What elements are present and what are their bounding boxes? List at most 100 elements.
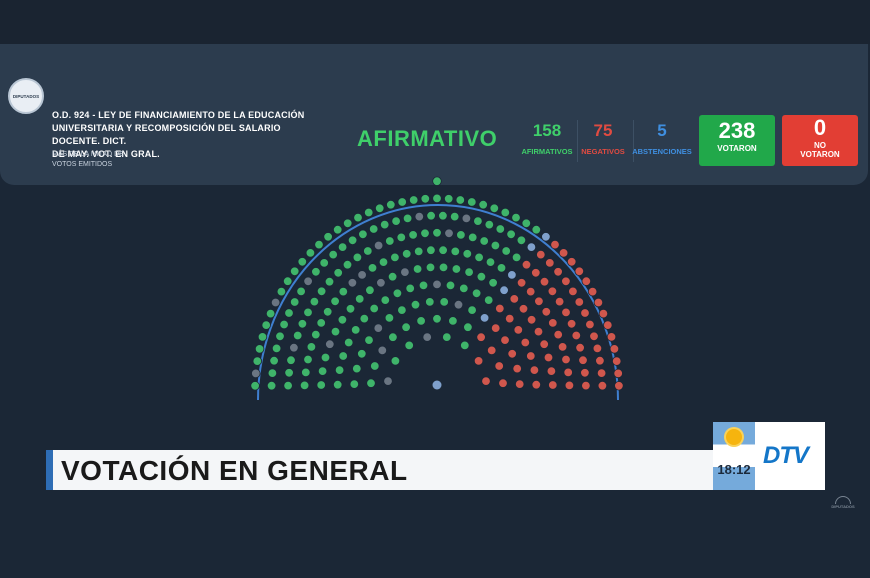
seat-afirmativo bbox=[303, 307, 313, 318]
seat-afirmativo bbox=[316, 318, 326, 328]
seat-negativo bbox=[581, 380, 591, 391]
seat-negativo bbox=[553, 329, 563, 340]
seat-negativo bbox=[487, 345, 497, 356]
seat-afirmativo bbox=[330, 296, 340, 307]
seat-afirmativo bbox=[267, 368, 278, 378]
seat-afirmativo bbox=[323, 307, 333, 317]
seat-negativo bbox=[614, 381, 624, 391]
seat-negativo bbox=[558, 248, 569, 258]
seat-afirmativo bbox=[271, 343, 282, 354]
seat-afirmativo bbox=[328, 249, 338, 260]
diputados-logo: DIPUTADOS bbox=[8, 78, 44, 114]
logo-text: DIPUTADOS bbox=[12, 93, 40, 99]
seat-afirmativo bbox=[444, 194, 454, 204]
seat-afirmativo bbox=[521, 218, 532, 229]
seat-afirmativo bbox=[485, 257, 496, 267]
seat-abstencion bbox=[526, 242, 537, 252]
seat-afirmativo bbox=[495, 224, 506, 234]
seat-negativo bbox=[589, 331, 599, 342]
seat-afirmativo bbox=[386, 199, 396, 210]
seat-afirmativo bbox=[338, 286, 349, 297]
seat-negativo bbox=[539, 339, 549, 349]
seat-sin_voto bbox=[289, 343, 299, 353]
seat-afirmativo bbox=[462, 249, 473, 259]
seat-afirmativo bbox=[333, 268, 343, 278]
seat-afirmativo bbox=[370, 361, 380, 371]
seat-afirmativo bbox=[352, 252, 363, 263]
seat-afirmativo bbox=[283, 276, 293, 286]
seat-afirmativo bbox=[409, 195, 419, 205]
seat-negativo bbox=[571, 330, 582, 341]
seat-afirmativo bbox=[445, 280, 456, 291]
top-band bbox=[0, 0, 870, 44]
seat-afirmativo bbox=[401, 322, 411, 332]
seat-negativo bbox=[526, 315, 537, 325]
seat-negativo bbox=[546, 366, 557, 376]
seat-afirmativo bbox=[353, 212, 363, 223]
seat-afirmativo bbox=[333, 224, 343, 235]
seat-afirmativo bbox=[297, 257, 308, 267]
seat-negativo bbox=[585, 319, 595, 330]
seat-afirmativo bbox=[303, 354, 313, 365]
seat-negativo bbox=[512, 363, 522, 374]
seat-negativo bbox=[548, 380, 558, 390]
seat-sin_voto bbox=[376, 278, 386, 288]
seat-afirmativo bbox=[473, 216, 483, 226]
seat-afirmativo bbox=[414, 246, 424, 257]
seat-afirmativo bbox=[438, 262, 449, 273]
seat-afirmativo bbox=[392, 288, 403, 299]
seat-afirmativo bbox=[484, 219, 495, 230]
seat-afirmativo bbox=[352, 363, 362, 374]
seat-afirmativo bbox=[384, 313, 395, 323]
seat-afirmativo bbox=[337, 242, 348, 252]
seat-afirmativo bbox=[402, 249, 412, 259]
seat-negativo bbox=[520, 337, 531, 348]
seat-afirmativo bbox=[306, 342, 317, 352]
seat-afirmativo bbox=[275, 331, 285, 342]
seat-sin_voto bbox=[303, 276, 313, 287]
seat-afirmativo bbox=[484, 295, 494, 305]
seat-negativo bbox=[574, 266, 585, 277]
seat-afirmativo bbox=[404, 340, 414, 351]
seat-negativo bbox=[553, 267, 563, 277]
seat-negativo bbox=[564, 380, 575, 391]
divider bbox=[577, 120, 578, 162]
seat-sin_voto bbox=[357, 270, 367, 280]
seat-afirmativo bbox=[397, 305, 407, 315]
seat-negativo bbox=[526, 286, 536, 297]
seat-negativo bbox=[521, 260, 532, 270]
seat-afirmativo bbox=[418, 280, 429, 291]
seat-negativo bbox=[580, 368, 590, 378]
seat-afirmativo bbox=[265, 308, 276, 319]
seat-sin_voto bbox=[432, 279, 442, 290]
president-seat bbox=[432, 380, 442, 390]
seat-negativo bbox=[550, 239, 560, 250]
seat-afirmativo bbox=[261, 320, 271, 330]
seat-afirmativo bbox=[369, 224, 379, 234]
seat-negativo bbox=[561, 276, 571, 287]
negativos-value: 75 bbox=[593, 121, 613, 140]
seat-afirmativo bbox=[284, 308, 294, 318]
seat-afirmativo bbox=[357, 349, 367, 359]
seat-afirmativo bbox=[317, 366, 328, 376]
seat-afirmativo bbox=[448, 316, 458, 326]
seat-afirmativo bbox=[363, 246, 373, 256]
seat-negativo bbox=[612, 356, 622, 366]
seat-afirmativo bbox=[378, 257, 389, 267]
seat-afirmativo bbox=[511, 212, 521, 223]
lower-third-bar: VOTACIÓN EN GENERAL bbox=[46, 450, 714, 490]
seat-afirmativo bbox=[488, 278, 498, 288]
seat-afirmativo bbox=[476, 272, 487, 282]
seat-afirmativo bbox=[387, 272, 398, 282]
no-votaron-label-2: VOTARON bbox=[800, 150, 840, 159]
seat-afirmativo bbox=[330, 326, 341, 337]
seat-afirmativo bbox=[460, 340, 470, 351]
seat-afirmativo bbox=[408, 230, 418, 240]
seat-afirmativo bbox=[388, 332, 398, 342]
majority-requirement: MÁS DE LA MITAD DE VOTOS EMITIDOS bbox=[52, 150, 172, 170]
seat-negativo bbox=[598, 308, 609, 319]
seat-afirmativo bbox=[290, 297, 300, 307]
seat-negativo bbox=[575, 343, 585, 353]
no-votaron-box: 0 NO VOTARON bbox=[782, 115, 858, 166]
seat-afirmativo bbox=[432, 176, 442, 186]
